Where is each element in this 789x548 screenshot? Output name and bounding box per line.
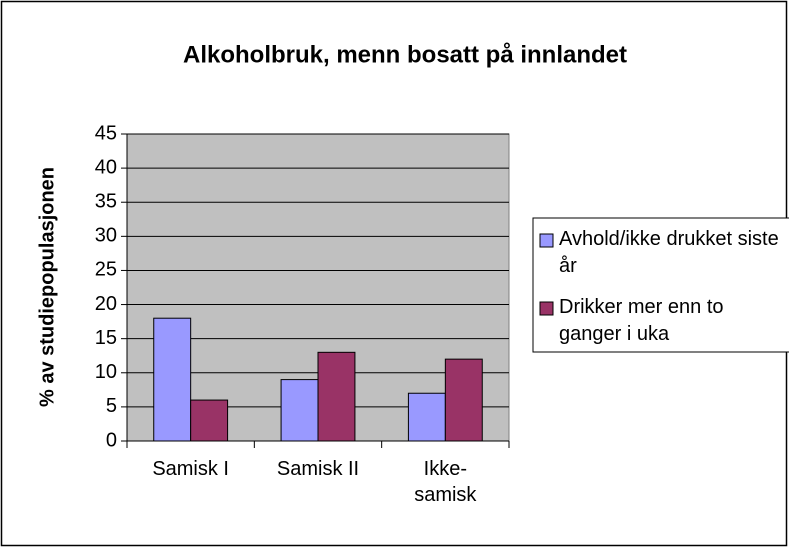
bar (444, 358, 483, 442)
y-tick-label: 0 (106, 429, 117, 451)
legend-swatch (539, 233, 554, 248)
legend-box (532, 217, 789, 353)
y-tick-label: 25 (95, 259, 117, 281)
chart-title: Alkoholbruk, menn bosatt på innlandet (183, 41, 627, 68)
x-tick-label: Samisk I (152, 458, 229, 480)
legend-label: Avhold/ikke drukket siste år (559, 228, 779, 277)
x-tick-label: Samisk II (276, 458, 360, 480)
bar (317, 351, 356, 442)
y-tick-label: 20 (95, 293, 117, 315)
y-tick-label: 5 (106, 395, 117, 417)
y-tick-label: 10 (95, 361, 117, 383)
bar (280, 379, 319, 442)
bar (407, 392, 446, 442)
bar (190, 399, 229, 442)
y-tick-label: 15 (95, 327, 117, 349)
y-axis-label: % av studiepopulasjonen (36, 167, 58, 407)
x-tick-label: Ikke-samisk (414, 458, 477, 506)
y-tick-label: 30 (95, 225, 117, 247)
legend-label: Drikker mer enn to ganger i uka (559, 296, 724, 345)
legend-swatch (539, 301, 554, 316)
y-tick-label: 40 (95, 156, 117, 178)
y-tick-label: 45 (95, 122, 117, 144)
bar (153, 317, 192, 442)
y-tick-label: 35 (95, 191, 117, 213)
